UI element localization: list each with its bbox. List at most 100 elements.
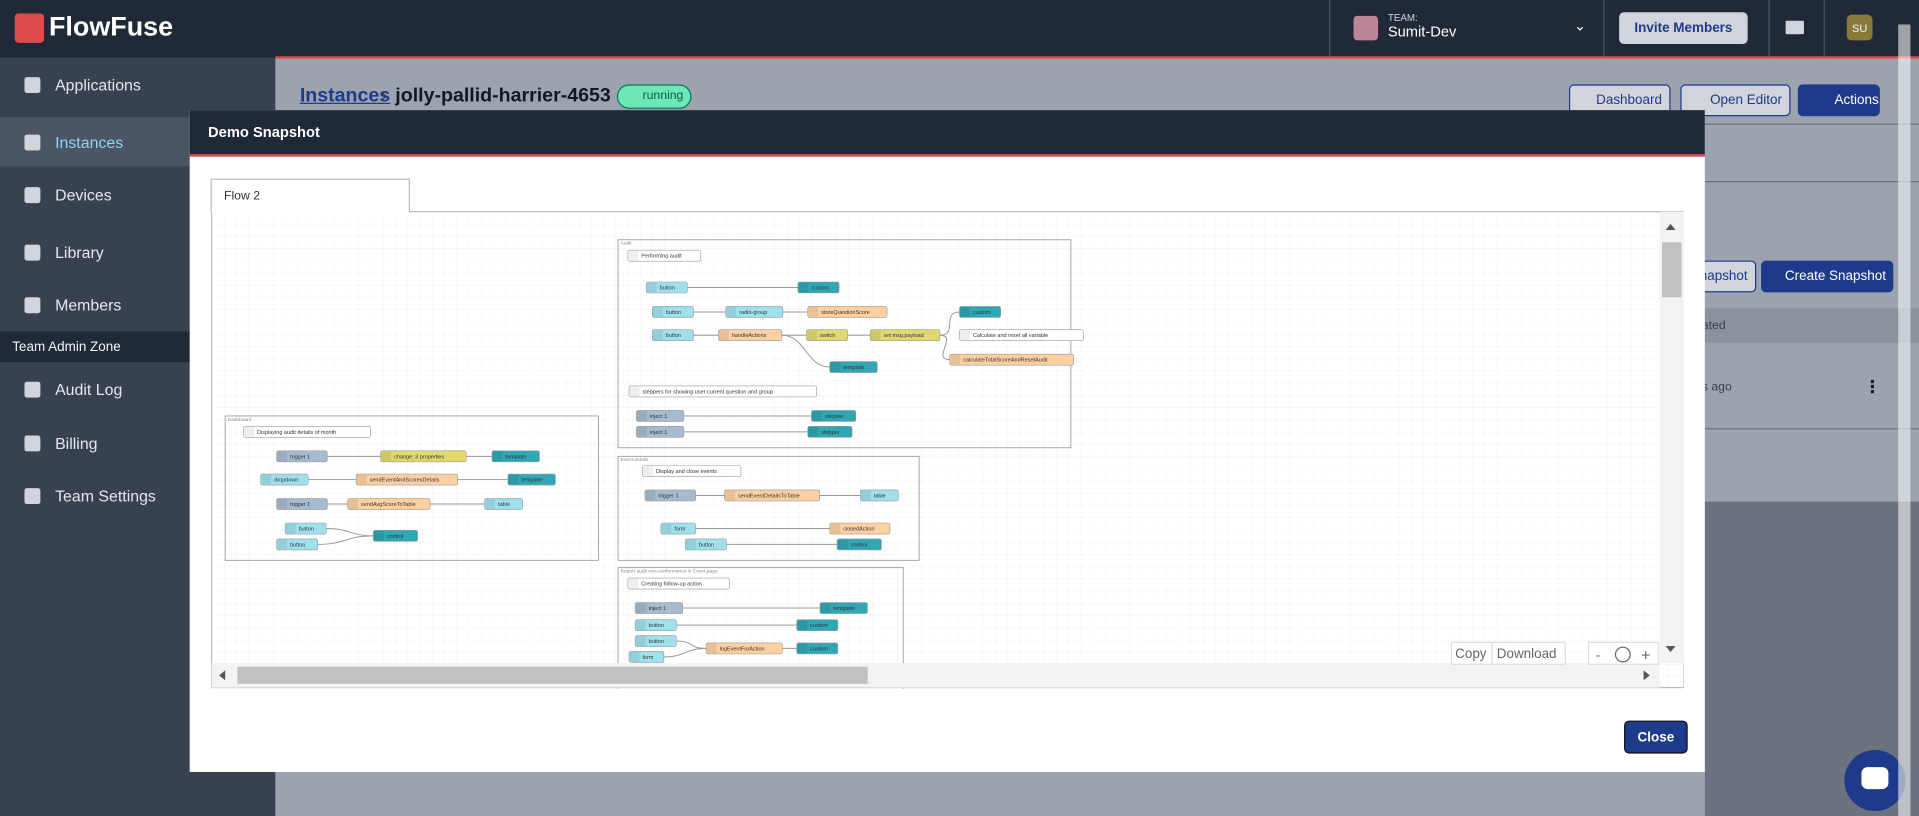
team-dropdown[interactable]: ⌄ bbox=[1573, 17, 1587, 35]
flow-node bbox=[645, 281, 688, 294]
invite-button[interactable]: Invite Members bbox=[1619, 12, 1748, 45]
flow-node bbox=[347, 498, 431, 510]
flow-node bbox=[260, 473, 309, 486]
group-label: Dashboard bbox=[228, 417, 252, 423]
node-label: sendEventDetailsToTable bbox=[738, 493, 800, 499]
node-icon bbox=[652, 307, 663, 317]
team-name[interactable]: Sumit-Dev bbox=[1387, 23, 1457, 41]
node-label: storeQuestionScore bbox=[821, 310, 870, 316]
flow-node bbox=[652, 329, 694, 342]
flow-group bbox=[617, 239, 1072, 449]
node-icon bbox=[508, 474, 519, 485]
actions-button[interactable]: Actions bbox=[1797, 84, 1880, 117]
node-label: Display and close events bbox=[656, 469, 717, 475]
node-label: custom bbox=[811, 285, 829, 291]
node-label: form bbox=[674, 526, 685, 532]
flow-node bbox=[829, 361, 878, 373]
nav-label: Audit Log bbox=[55, 379, 123, 399]
flow-node bbox=[836, 538, 882, 551]
zoom-in[interactable]: + bbox=[1641, 648, 1650, 665]
nav-item[interactable]: Devices bbox=[0, 170, 275, 219]
breadcrumb[interactable]: Instances bbox=[299, 85, 391, 107]
row-menu[interactable]: ⋮ bbox=[1863, 376, 1882, 397]
flow-node bbox=[819, 602, 868, 614]
nav-item[interactable]: Applications bbox=[0, 60, 275, 109]
nav-label: Applications bbox=[55, 75, 141, 94]
nav-item[interactable]: Members bbox=[0, 280, 275, 329]
download-button[interactable]: Download bbox=[1497, 646, 1557, 661]
flow-node bbox=[491, 450, 540, 463]
nav-label: Members bbox=[55, 295, 122, 314]
close-button[interactable]: Close bbox=[1624, 720, 1688, 754]
node-icon bbox=[726, 307, 737, 317]
node-label: custom bbox=[973, 310, 991, 316]
v-scroll-thumb[interactable] bbox=[1661, 242, 1682, 298]
flow-node bbox=[959, 306, 1001, 318]
nav-item[interactable]: Audit Log bbox=[0, 365, 275, 414]
node-icon bbox=[830, 362, 841, 372]
node-label: switch bbox=[820, 333, 835, 339]
flow-group bbox=[617, 567, 904, 689]
node-label: stepper bbox=[825, 414, 844, 420]
nav-item[interactable]: Team Settings bbox=[0, 471, 275, 520]
node-label: custom bbox=[810, 623, 828, 629]
node-label: button bbox=[290, 542, 305, 548]
nav-label: Team Settings bbox=[55, 486, 156, 505]
zoom-out[interactable]: - bbox=[1596, 647, 1600, 662]
node-icon bbox=[261, 474, 272, 485]
node-icon bbox=[706, 643, 717, 654]
node-icon bbox=[837, 539, 848, 550]
node-icon bbox=[244, 426, 254, 437]
node-label: control bbox=[387, 534, 404, 540]
node-icon bbox=[635, 636, 646, 646]
node-label: Displaying audit details of month bbox=[257, 430, 336, 436]
group-label: Audit bbox=[620, 241, 632, 247]
node-label: logEventForAction bbox=[720, 646, 765, 652]
wire bbox=[781, 334, 830, 368]
node-icon bbox=[348, 499, 358, 509]
node-label: inject 1 bbox=[649, 606, 666, 612]
nav-item[interactable]: Billing bbox=[0, 418, 275, 467]
group-label: Event details bbox=[620, 457, 648, 463]
node-label: button bbox=[666, 333, 681, 339]
node-icon bbox=[628, 250, 639, 261]
node-icon bbox=[373, 530, 384, 541]
flow-node bbox=[634, 635, 677, 647]
team-avatar bbox=[1353, 15, 1379, 41]
node-icon bbox=[719, 330, 729, 341]
user-avatar[interactable]: SU bbox=[1846, 14, 1873, 41]
node-label: sendEventAndScoresDetails bbox=[370, 478, 440, 484]
node-label: dropdown bbox=[274, 478, 298, 484]
nav-label: Billing bbox=[55, 433, 98, 453]
flow-node bbox=[806, 329, 848, 342]
flow-node bbox=[507, 473, 556, 486]
flow-node bbox=[634, 619, 677, 631]
node-label: trigger 1 bbox=[290, 454, 310, 460]
create-snapshot-button[interactable]: Create Snapshot bbox=[1761, 260, 1894, 293]
node-label: Creating follow-up action bbox=[641, 582, 702, 588]
node-label: change: 3 properties bbox=[394, 454, 444, 460]
node-icon bbox=[960, 307, 970, 317]
node-icon bbox=[807, 330, 817, 341]
flow-node bbox=[860, 489, 899, 502]
node-label: inject 1 bbox=[650, 430, 667, 436]
nav-item[interactable]: Library bbox=[0, 228, 275, 277]
flow-tab[interactable]: Flow 2 bbox=[210, 178, 410, 213]
node-icon bbox=[277, 451, 287, 462]
node-icon bbox=[685, 539, 696, 550]
node-label: handleActions bbox=[732, 333, 767, 339]
flow-node bbox=[380, 450, 467, 463]
node-icon bbox=[645, 490, 656, 501]
chat-button[interactable] bbox=[1844, 749, 1906, 812]
node-icon bbox=[808, 307, 819, 317]
instance-name: jolly-pallid-harrier-4653 bbox=[395, 85, 611, 107]
flow-node bbox=[869, 329, 941, 342]
h-scroll-thumb[interactable] bbox=[237, 666, 868, 684]
flow-node bbox=[627, 577, 730, 590]
mail-icon[interactable] bbox=[1785, 20, 1804, 35]
zoom-reset[interactable] bbox=[1614, 646, 1631, 663]
node-label: button bbox=[699, 542, 714, 548]
modal-title: Demo Snapshot bbox=[189, 110, 1705, 157]
copy-button[interactable]: Copy bbox=[1455, 646, 1487, 661]
